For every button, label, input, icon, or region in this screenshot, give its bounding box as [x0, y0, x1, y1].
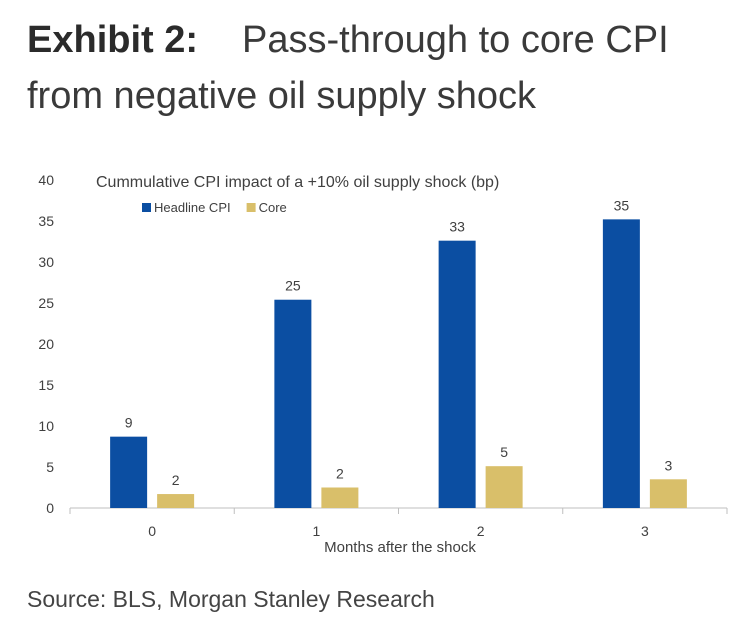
- exhibit-label: Exhibit 2:: [27, 19, 199, 61]
- bar-headline-cpi: [438, 240, 476, 508]
- x-tick-label: 0: [148, 523, 156, 539]
- chart-title: Cummulative CPI impact of a +10% oil sup…: [96, 174, 499, 191]
- data-label: 33: [449, 219, 465, 235]
- y-tick-label: 15: [38, 377, 54, 393]
- bar-core: [485, 466, 523, 508]
- y-tick-label: 20: [38, 336, 54, 352]
- y-tick-label: 5: [46, 459, 54, 475]
- legend-label: Headline CPI: [154, 200, 231, 215]
- exhibit-title-text: Pass-through to core CPI from negative o…: [27, 19, 669, 117]
- data-label: 2: [336, 466, 344, 482]
- bar-headline-cpi: [274, 299, 312, 508]
- source-note: Source: BLS, Morgan Stanley Research: [27, 586, 435, 612]
- x-tick-label: 2: [477, 523, 485, 539]
- y-tick-label: 10: [38, 418, 54, 434]
- data-label: 35: [614, 197, 630, 213]
- data-label: 9: [125, 415, 133, 431]
- data-label: 3: [664, 457, 672, 473]
- x-tick-label: 1: [312, 523, 320, 539]
- y-tick-label: 40: [38, 172, 54, 188]
- data-label: 25: [285, 278, 301, 294]
- x-tick-label: 3: [641, 523, 649, 539]
- y-tick-label: 25: [38, 295, 54, 311]
- bar-headline-cpi: [602, 219, 640, 509]
- y-tick-label: 35: [38, 213, 54, 229]
- bar-core: [649, 479, 687, 508]
- bar-core: [321, 487, 359, 508]
- legend-label: Core: [259, 200, 287, 215]
- bar-headline-cpi: [110, 436, 148, 508]
- exhibit-title: Exhibit 2: Pass-through to core CPI from …: [27, 12, 717, 124]
- y-tick-label: 30: [38, 254, 54, 270]
- y-tick-label: 0: [46, 500, 54, 516]
- bar-core: [157, 494, 195, 508]
- data-label: 2: [172, 472, 180, 488]
- x-axis-title: Months after the shock: [324, 539, 476, 556]
- data-label: 5: [500, 444, 508, 460]
- legend-swatch-core: [246, 203, 256, 212]
- legend-swatch-headline: [142, 203, 151, 212]
